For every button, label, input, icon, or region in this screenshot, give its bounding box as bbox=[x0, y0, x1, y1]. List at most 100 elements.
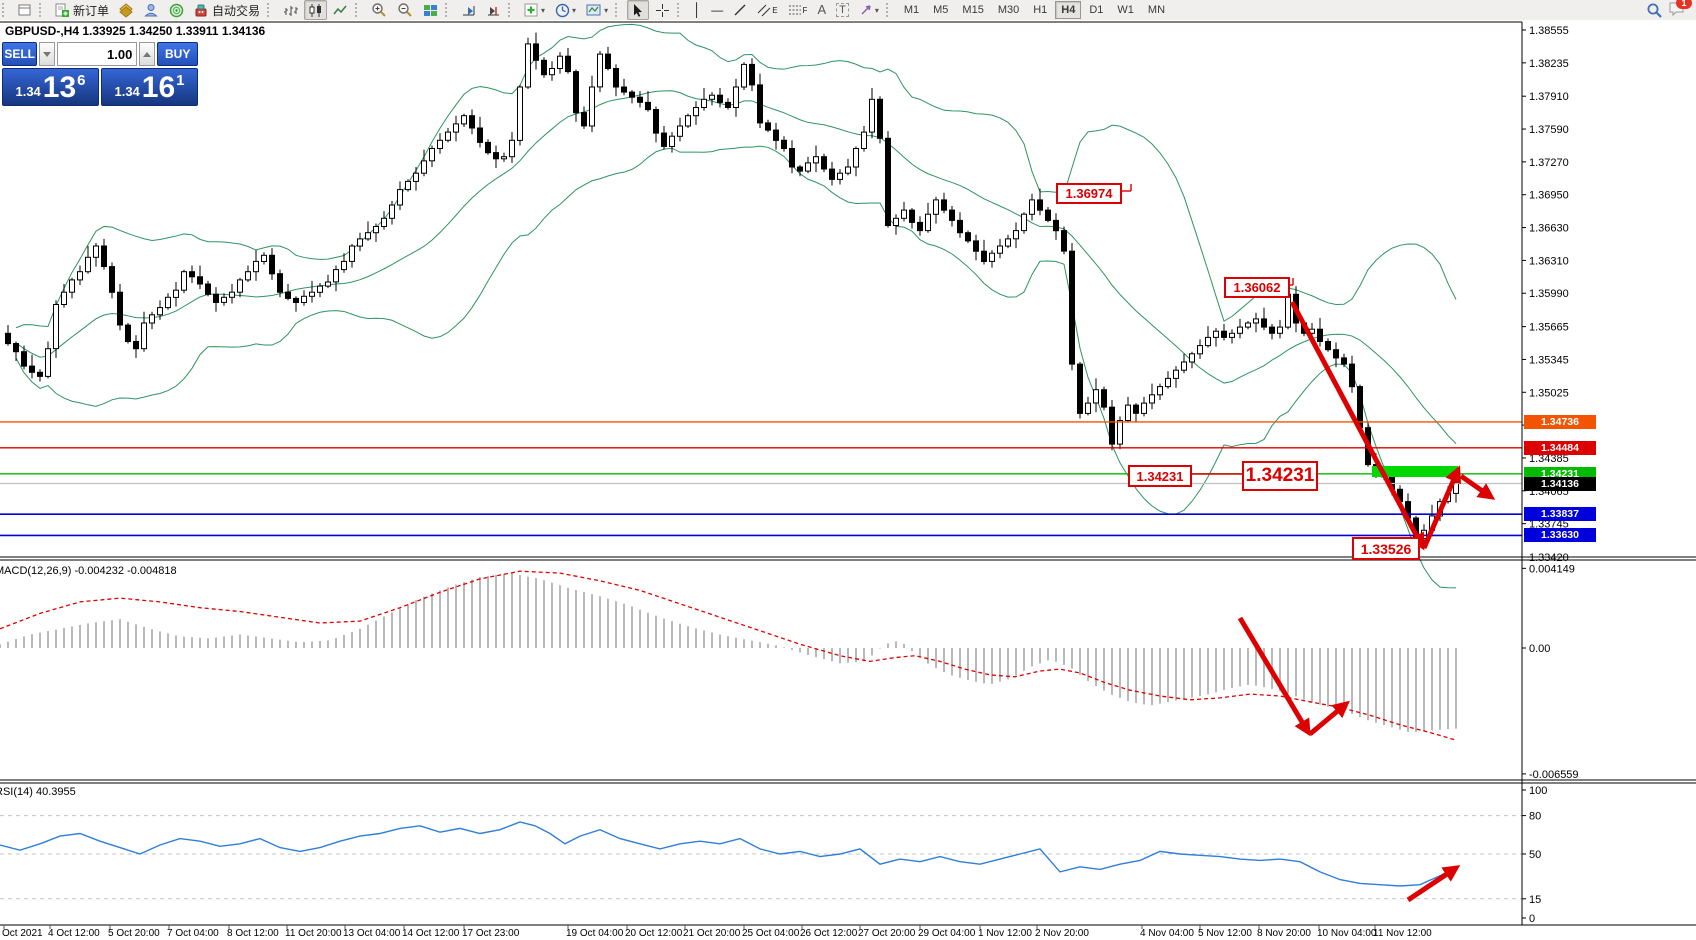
time-axis-label: 26 Oct 12:00 bbox=[800, 928, 858, 939]
trend-arrow[interactable] bbox=[1406, 865, 1461, 903]
macd-signal-line bbox=[0, 570, 1457, 741]
volume-decrease-button[interactable] bbox=[39, 42, 56, 66]
triangle-down-icon bbox=[43, 51, 52, 57]
buy-button[interactable]: BUY bbox=[157, 42, 198, 66]
candle bbox=[77, 271, 83, 281]
price-axis-tick: 1.38555 bbox=[1529, 25, 1569, 37]
cursor-tool-icon[interactable] bbox=[627, 0, 650, 20]
candle bbox=[869, 98, 875, 133]
candle bbox=[549, 68, 555, 76]
timeframe-button-MN[interactable]: MN bbox=[1147, 4, 1166, 16]
toolbar-grip[interactable] bbox=[267, 3, 276, 17]
candle bbox=[437, 139, 443, 150]
candlestick-type-icon[interactable] bbox=[304, 0, 328, 20]
candle bbox=[501, 156, 507, 160]
candle bbox=[733, 86, 739, 108]
rsi-axis-tick: 15 bbox=[1529, 894, 1541, 906]
sell-price-button[interactable]: 1.34 13 6 bbox=[2, 68, 99, 106]
trend-arrow[interactable] bbox=[1421, 465, 1462, 549]
trend-arrow[interactable] bbox=[1289, 300, 1425, 551]
highlight-zone[interactable] bbox=[1372, 466, 1458, 477]
new-order-button[interactable]: 新订单 bbox=[51, 0, 113, 20]
price-callout[interactable]: 1.34231 bbox=[1242, 461, 1318, 491]
add-indicator-button[interactable]: ▾ bbox=[520, 0, 549, 20]
timeframe-button-M1[interactable]: M1 bbox=[903, 4, 920, 16]
time-axis-label: 27 Oct 20:00 bbox=[858, 928, 916, 939]
vertical-line-tool-icon[interactable]: │ bbox=[693, 2, 702, 17]
buy-price-button[interactable]: 1.34 16 1 bbox=[101, 68, 198, 106]
candle bbox=[341, 260, 347, 271]
search-icon[interactable] bbox=[1642, 0, 1667, 20]
toolbar-grip[interactable] bbox=[615, 3, 624, 17]
price-callout[interactable]: 1.36974 bbox=[1056, 183, 1122, 204]
toolbar-grip[interactable] bbox=[885, 3, 895, 17]
candle bbox=[1181, 361, 1187, 371]
candle bbox=[189, 271, 195, 278]
buy-price-point: 1 bbox=[176, 72, 185, 89]
candle bbox=[173, 289, 179, 298]
horizontal-line-tool-icon[interactable]: — bbox=[711, 3, 724, 17]
bar-chart-type-icon[interactable] bbox=[279, 0, 302, 20]
timeframe-button-M15[interactable]: M15 bbox=[962, 4, 984, 16]
candle bbox=[853, 148, 859, 168]
toolbar-grip[interactable] bbox=[39, 3, 48, 17]
candle bbox=[933, 199, 939, 215]
sell-button[interactable]: SELL bbox=[2, 42, 38, 66]
candle bbox=[45, 348, 51, 377]
fibonacci-tool-icon[interactable]: F bbox=[784, 0, 812, 20]
candle bbox=[917, 221, 923, 232]
toolbar-grip[interactable] bbox=[508, 3, 517, 17]
trend-arrow[interactable] bbox=[1459, 473, 1496, 500]
candle bbox=[1173, 369, 1179, 379]
crosshair-tool-icon[interactable] bbox=[651, 0, 674, 20]
volume-input[interactable] bbox=[57, 42, 138, 66]
toolbar-grip[interactable] bbox=[355, 3, 364, 17]
autotrade-label: 自动交易 bbox=[212, 3, 261, 18]
price-callout[interactable]: 1.36062 bbox=[1224, 277, 1290, 298]
toolbar-grip[interactable] bbox=[2, 3, 11, 17]
time-axis-label: 5 Nov 12:00 bbox=[1198, 928, 1252, 939]
text-label-tool-icon[interactable]: T bbox=[832, 0, 853, 20]
annot-layer bbox=[1118, 184, 1496, 903]
chart-area[interactable]: 1.38555 1.38235 1.37910 1.37590 1.37270 1.369… bbox=[0, 20, 1696, 940]
sell-price-prefix: 1.34 bbox=[15, 84, 41, 99]
price-callout[interactable]: 1.34231 bbox=[1128, 465, 1192, 487]
signal-icon[interactable] bbox=[165, 0, 188, 20]
period-selector-button[interactable]: ▾ bbox=[551, 0, 580, 20]
line-chart-type-icon[interactable] bbox=[329, 0, 352, 20]
timeframe-button-M30[interactable]: M30 bbox=[997, 4, 1020, 16]
candle bbox=[581, 112, 587, 127]
auto-scroll-icon[interactable] bbox=[457, 0, 480, 20]
equidistant-channel-tool-icon[interactable]: E bbox=[753, 0, 781, 20]
timeframe-button-H4[interactable]: H4 bbox=[1055, 1, 1082, 19]
zoom-in-icon[interactable] bbox=[367, 0, 391, 20]
template-button[interactable]: ▾ bbox=[582, 0, 612, 20]
zoom-out-icon[interactable] bbox=[393, 0, 417, 20]
candle bbox=[1061, 230, 1067, 252]
data-window-icon[interactable] bbox=[140, 0, 163, 20]
candle bbox=[909, 209, 915, 223]
candle bbox=[1189, 353, 1195, 363]
timeframe-button-H1[interactable]: H1 bbox=[1033, 4, 1048, 16]
chart-canvas[interactable]: 1.38555 1.38235 1.37910 1.37590 1.37270 1.369… bbox=[0, 20, 1696, 940]
tile-windows-icon[interactable] bbox=[419, 0, 442, 20]
arrows-tool-icon[interactable]: ▾ bbox=[855, 0, 883, 20]
candle bbox=[1093, 389, 1099, 404]
trendline-tool-icon[interactable] bbox=[729, 0, 751, 20]
timeframe-button-W1[interactable]: W1 bbox=[1117, 4, 1134, 16]
autotrade-button[interactable]: 自动交易 bbox=[190, 0, 264, 20]
timeframe-button-D1[interactable]: D1 bbox=[1089, 4, 1104, 16]
market-watch-icon[interactable] bbox=[115, 0, 138, 20]
toolbar-grip[interactable] bbox=[677, 3, 686, 17]
text-tool-icon[interactable]: A bbox=[813, 0, 830, 20]
timeframe-button-M5[interactable]: M5 bbox=[933, 4, 949, 16]
notifications-chat-icon[interactable]: 1 bbox=[1668, 0, 1692, 20]
chart-shift-icon[interactable] bbox=[482, 0, 505, 20]
volume-increase-button[interactable] bbox=[139, 42, 156, 66]
chart-window-icon[interactable] bbox=[14, 0, 36, 20]
candle bbox=[221, 296, 227, 303]
trend-arrow[interactable] bbox=[1308, 700, 1350, 736]
trend-arrow[interactable] bbox=[1237, 616, 1311, 737]
price-callout[interactable]: 1.33526 bbox=[1352, 537, 1420, 560]
toolbar-grip[interactable] bbox=[445, 3, 454, 17]
